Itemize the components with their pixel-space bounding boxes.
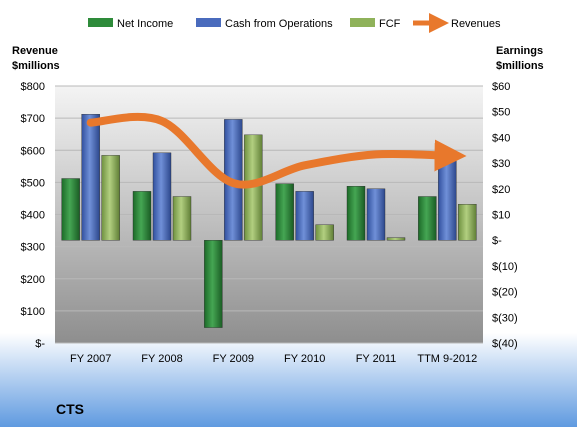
- right-tick-label: $-: [492, 235, 502, 247]
- legend-label-cash-from-operations: Cash from Operations: [225, 18, 333, 30]
- line-revenues: [86, 112, 467, 189]
- right-tick-label: $30: [492, 158, 510, 170]
- category-label: FY 2010: [284, 353, 325, 365]
- right-tick-label: $(20): [492, 287, 518, 299]
- bar-cash-from-operations: [295, 191, 314, 241]
- bar-net-income: [204, 239, 223, 328]
- right-tick-label: $(30): [492, 312, 518, 324]
- bar-net-income: [61, 178, 80, 241]
- right-axis-title-line2: $millions: [496, 60, 544, 72]
- bar-fcf: [315, 224, 334, 241]
- right-tick-label: $(40): [492, 338, 518, 350]
- bar-cash-from-operations: [81, 114, 100, 241]
- bar-net-income: [132, 191, 152, 241]
- right-tick-label: $50: [492, 107, 510, 119]
- left-tick-label: $800: [21, 81, 45, 93]
- right-tick-label: $60: [492, 81, 510, 93]
- category-label: FY 2009: [213, 353, 254, 365]
- left-tick-label: $200: [21, 274, 45, 286]
- right-tick-label: $(10): [492, 261, 518, 273]
- left-tick-label: $100: [21, 306, 45, 318]
- left-axis-title-line1: Revenue: [12, 45, 58, 57]
- category-labels: FY 2007 FY 2008 FY 2009 FY 2010 FY 2011 TTM 9…: [70, 353, 477, 365]
- left-tick-label: $700: [21, 113, 45, 125]
- right-tick-label: $10: [492, 210, 510, 222]
- right-axis-ticks: $(40) $(30) $(20) $(10) $- $10 $20 $30 $40 $50 $60: [492, 81, 518, 350]
- bar-cash-from-operations: [438, 155, 457, 241]
- category-label: FY 2011: [356, 353, 397, 365]
- legend: Net Income Cash from Operations FCF Reve…: [88, 13, 501, 33]
- legend-swatch-net-income: [88, 18, 113, 27]
- bar-net-income: [418, 196, 437, 241]
- category-label: FY 2008: [141, 353, 182, 365]
- legend-label-fcf: FCF: [379, 18, 401, 30]
- bar-series: [61, 114, 477, 328]
- bar-fcf: [172, 196, 192, 241]
- bar-cash-from-operations: [366, 188, 386, 241]
- left-tick-label: $400: [21, 210, 45, 222]
- legend-label-net-income: Net Income: [117, 18, 173, 30]
- bar-fcf: [101, 155, 120, 241]
- category-label: FY 2007: [70, 353, 111, 365]
- legend-swatch-cash-from-operations: [196, 18, 221, 27]
- bar-cash-from-operations: [152, 152, 172, 241]
- bar-net-income: [275, 183, 294, 241]
- revenue-line: [86, 112, 467, 189]
- right-tick-label: $20: [492, 184, 510, 196]
- right-axis-title-line1: Earnings: [496, 45, 543, 57]
- left-tick-label: $500: [21, 177, 45, 189]
- left-tick-label: $300: [21, 242, 45, 254]
- left-axis-title-line2: $millions: [12, 60, 60, 72]
- category-label: TTM 9-2012: [417, 353, 477, 365]
- left-tick-label: $600: [21, 145, 45, 157]
- right-tick-label: $40: [492, 132, 510, 144]
- left-tick-label: $-: [35, 338, 45, 350]
- left-axis-ticks: $- $100 $200 $300 $400 $500 $600 $700 $800: [21, 81, 46, 350]
- legend-label-revenues: Revenues: [451, 18, 501, 30]
- chart-title: CTS: [56, 401, 84, 417]
- bar-net-income: [346, 186, 366, 241]
- bar-fcf: [386, 237, 406, 241]
- legend-swatch-fcf: [350, 18, 375, 27]
- bar-fcf: [458, 204, 477, 241]
